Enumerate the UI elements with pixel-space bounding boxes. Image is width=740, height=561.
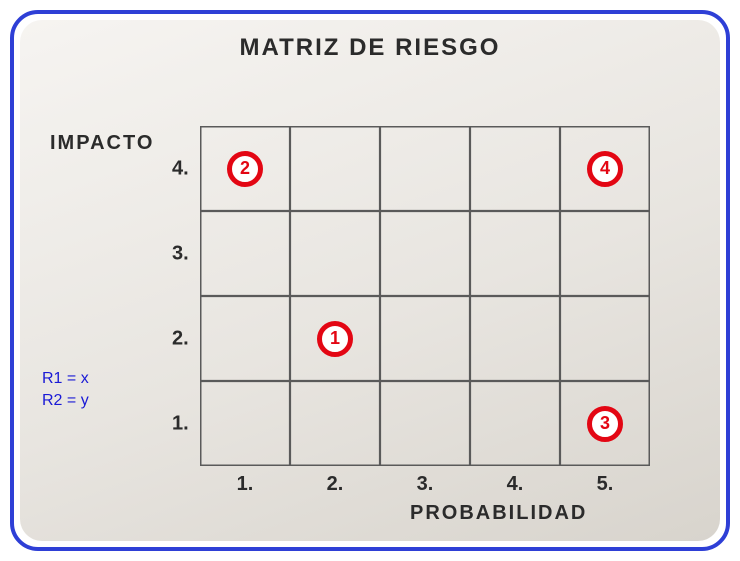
diagram-frame: MATRIZ DE RIESGO IMPACTO PROBABILIDAD R1… (0, 0, 740, 561)
x-tick: 4. (507, 473, 524, 496)
legend-line: R1 = x (42, 368, 89, 390)
x-tick: 5. (597, 473, 614, 496)
x-tick: 2. (327, 473, 344, 496)
risk-marker: 3 (587, 406, 623, 442)
legend: R1 = xR2 = y (42, 368, 89, 411)
grid-lines (200, 126, 650, 466)
whiteboard: MATRIZ DE RIESGO IMPACTO PROBABILIDAD R1… (20, 20, 720, 541)
risk-marker: 4 (587, 151, 623, 187)
risk-marker: 2 (227, 151, 263, 187)
y-axis-label: IMPACTO (50, 132, 154, 155)
y-tick: 2. (172, 327, 189, 350)
y-tick: 1. (172, 412, 189, 435)
y-tick: 4. (172, 157, 189, 180)
risk-marker: 1 (317, 321, 353, 357)
y-tick: 3. (172, 242, 189, 265)
x-tick: 1. (237, 473, 254, 496)
x-tick: 3. (417, 473, 434, 496)
legend-line: R2 = y (42, 390, 89, 412)
diagram-title: MATRIZ DE RIESGO (240, 34, 501, 62)
risk-grid: 4.3.2.1.1.2.3.4.5.2413 (200, 126, 650, 466)
x-axis-label: PROBABILIDAD (410, 502, 587, 525)
